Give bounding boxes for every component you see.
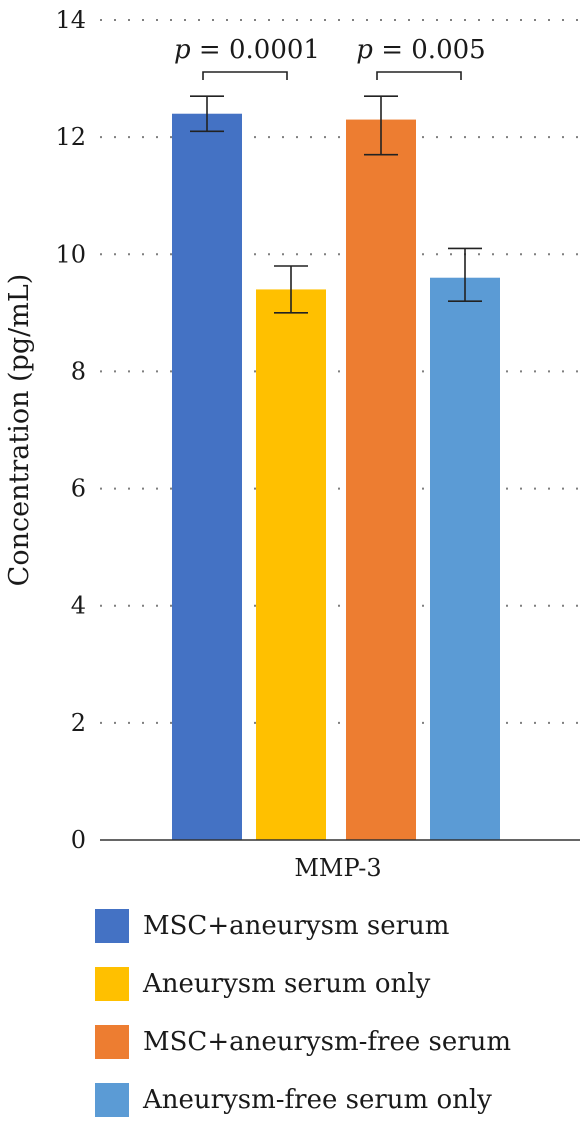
gridlines [100,19,580,724]
y-tick-label: 14 [55,6,86,34]
legend-swatch [95,909,129,943]
bar [172,113,242,840]
y-tick-label: 12 [55,123,86,151]
error-bars [190,95,482,314]
significance-bracket [202,71,288,80]
y-tick-labels: 0 2 4 6 8 10 12 14 [55,6,86,854]
legend-swatch [95,1083,129,1117]
y-axis-title: Concentration (pg/mL) [4,274,35,587]
bar [256,289,326,840]
p-value-label: p = 0.005 [356,35,485,65]
y-tick-label: 10 [55,240,86,268]
significance-bracket [376,71,462,80]
legend-label: Aneurysm serum only [143,969,431,999]
bar [346,119,416,841]
x-category-label: MMP-3 [294,854,381,882]
legend-swatch [95,967,129,1001]
legend-item: Aneurysm serum only [95,963,511,1005]
error-bar [448,247,482,302]
error-bar [274,265,308,314]
p-value-label: p = 0.0001 [174,35,320,65]
error-bar [364,95,398,156]
y-tick-label: 8 [71,357,86,385]
legend-item: MSC+aneurysm-free serum [95,1021,511,1063]
legend-item: MSC+aneurysm serum [95,905,511,947]
legend-item: Aneurysm-free serum only [95,1079,511,1121]
bars [172,113,500,841]
legend-label: MSC+aneurysm serum [143,911,450,941]
legend-label: MSC+aneurysm-free serum [143,1027,512,1057]
chart-canvas: 0 2 4 6 8 10 12 14 p = 0.0001 p = 0.005 MMP-3 Co… [4,6,580,882]
y-tick-label: 6 [71,475,86,503]
error-bar [190,95,224,133]
y-tick-label: 0 [71,826,86,854]
y-tick-label: 2 [71,709,86,737]
significance-annotations: p = 0.0001 p = 0.005 [174,35,486,80]
legend-label: Aneurysm-free serum only [143,1085,492,1115]
bar [430,277,500,840]
y-tick-label: 4 [71,592,86,620]
legend-swatch [95,1025,129,1059]
legend: MSC+aneurysm serum Aneurysm serum only M… [95,905,511,1137]
